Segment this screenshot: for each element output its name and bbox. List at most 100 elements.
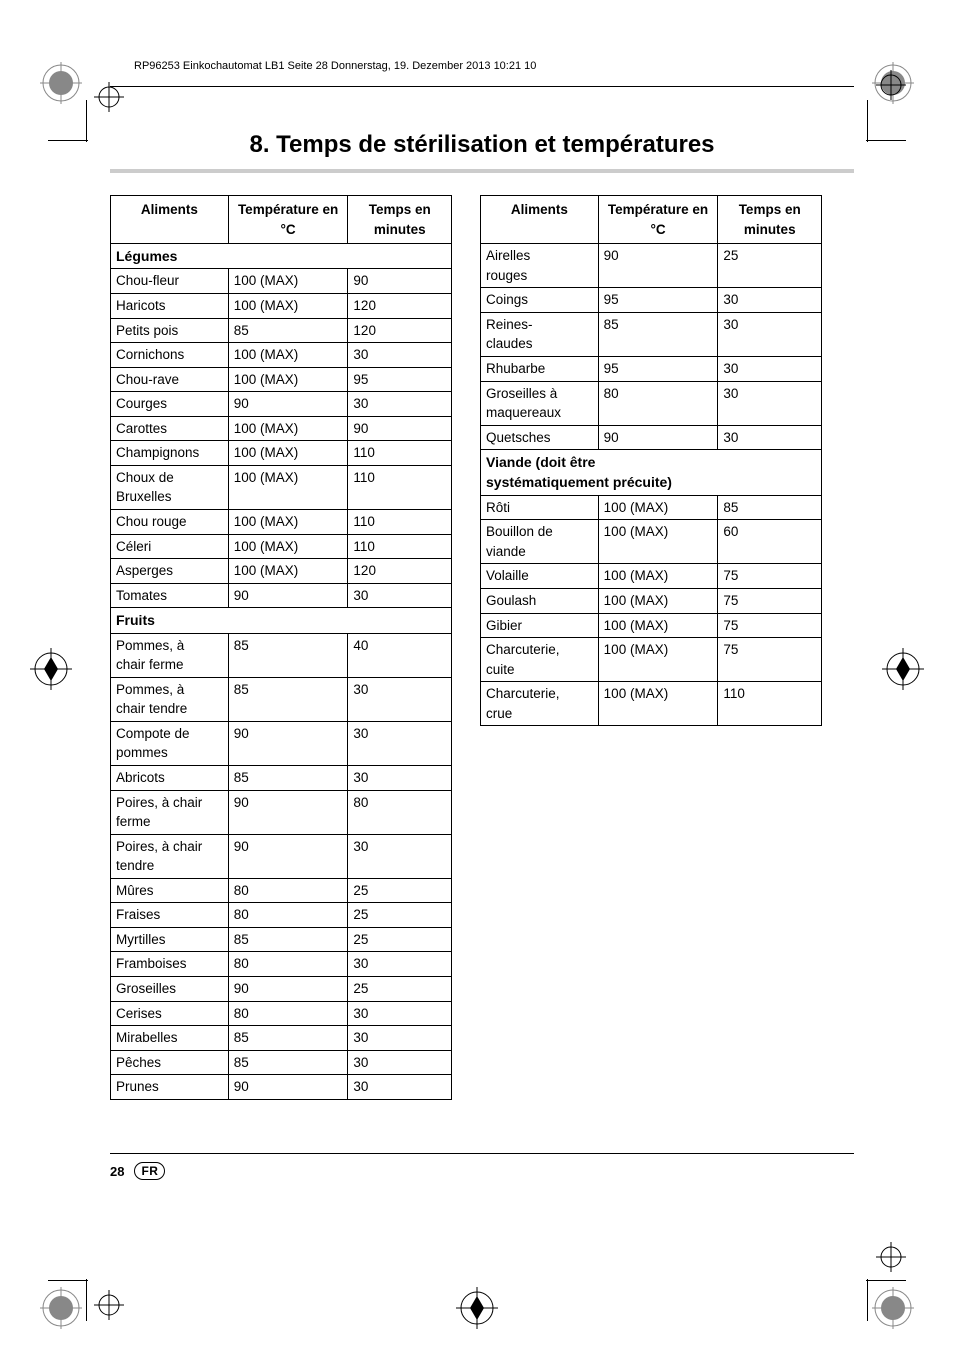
table-row: Courges9030 (111, 392, 452, 417)
table-row: Bouillon de viande100 (MAX)60 (481, 520, 822, 564)
cell-temperature: 80 (228, 903, 348, 928)
cell-aliment: Rhubarbe (481, 356, 599, 381)
reg-mark-bottom-left (40, 1287, 82, 1329)
cell-temperature: 85 (228, 765, 348, 790)
cell-aliment: Poires, à chair ferme (111, 790, 229, 834)
cell-temperature: 100 (MAX) (228, 441, 348, 466)
cell-temps: 25 (348, 878, 452, 903)
section-header: Viande (doit être systématiquement précu… (481, 450, 822, 496)
cell-temperature: 90 (228, 721, 348, 765)
table-row: Charcuterie, cuite100 (MAX)75 (481, 638, 822, 682)
cell-temperature: 80 (228, 1001, 348, 1026)
cell-temps: 120 (348, 559, 452, 584)
cell-temperature: 100 (MAX) (228, 269, 348, 294)
cell-temps: 25 (718, 244, 822, 288)
cell-temperature: 90 (228, 583, 348, 608)
cell-temperature: 85 (228, 318, 348, 343)
food-table-left: Aliments Température en °C Temps en minu… (110, 195, 452, 1100)
cell-temps: 30 (718, 288, 822, 313)
table-row: Mirabelles8530 (111, 1026, 452, 1051)
cell-temps: 30 (348, 952, 452, 977)
table-row: Pommes, à chair ferme8540 (111, 633, 452, 677)
cell-aliment: Bouillon de viande (481, 520, 599, 564)
cell-aliment: Mûres (111, 878, 229, 903)
section-header: Fruits (111, 608, 452, 633)
cell-temps: 30 (718, 381, 822, 425)
cell-aliment: Haricots (111, 293, 229, 318)
cell-temperature: 90 (228, 977, 348, 1002)
cell-temperature: 85 (598, 312, 718, 356)
table-row: Reines- claudes8530 (481, 312, 822, 356)
cell-aliment: Chou-rave (111, 367, 229, 392)
cell-temperature: 100 (MAX) (598, 495, 718, 520)
cell-temperature: 90 (228, 834, 348, 878)
cell-temperature: 100 (MAX) (228, 465, 348, 509)
crop-line-br-h (866, 1280, 906, 1281)
cell-temperature: 85 (228, 633, 348, 677)
cell-temps: 85 (718, 495, 822, 520)
cell-temperature: 85 (228, 927, 348, 952)
cell-aliment: Volaille (481, 564, 599, 589)
table-row: Cerises8030 (111, 1001, 452, 1026)
cell-temperature: 80 (598, 381, 718, 425)
cell-temps: 80 (348, 790, 452, 834)
cell-aliment: Chou-fleur (111, 269, 229, 294)
cell-temps: 25 (348, 903, 452, 928)
cell-temperature: 95 (598, 356, 718, 381)
table-row: Champignons100 (MAX)110 (111, 441, 452, 466)
cell-temperature: 100 (MAX) (228, 293, 348, 318)
cell-aliment: Groseilles (111, 977, 229, 1002)
table-row: Quetsches9030 (481, 425, 822, 450)
cell-temperature: 100 (MAX) (228, 343, 348, 368)
col-header-aliments: Aliments (481, 196, 599, 244)
cell-temps: 110 (348, 441, 452, 466)
reg-target-bl (94, 1290, 124, 1325)
cell-temperature: 90 (228, 392, 348, 417)
table-row: Poires, à chair tendre9030 (111, 834, 452, 878)
cell-aliment: Compote de pommes (111, 721, 229, 765)
table-row: Volaille100 (MAX)75 (481, 564, 822, 589)
table-row: Myrtilles8525 (111, 927, 452, 952)
table-row: Groseilles à maquereaux8030 (481, 381, 822, 425)
cell-temps: 60 (718, 520, 822, 564)
section-title: 8. Temps de stérilisation et température… (110, 131, 854, 159)
crop-line-bl-h (48, 1280, 88, 1281)
reg-mark-bottom-right (872, 1287, 914, 1329)
crop-line-tl-v (86, 100, 87, 142)
table-row: Mûres8025 (111, 878, 452, 903)
cell-temperature: 100 (MAX) (228, 510, 348, 535)
cell-temperature: 80 (228, 878, 348, 903)
crop-line-tr-h (866, 140, 906, 141)
cell-temps: 30 (348, 343, 452, 368)
table-row: Coings9530 (481, 288, 822, 313)
cell-temps: 30 (348, 1001, 452, 1026)
table-row: Framboises8030 (111, 952, 452, 977)
table-row: Céleri100 (MAX)110 (111, 534, 452, 559)
cell-temperature: 100 (MAX) (598, 520, 718, 564)
cell-aliment: Rôti (481, 495, 599, 520)
table-row: Tomates9030 (111, 583, 452, 608)
table-row: Chou rouge100 (MAX)110 (111, 510, 452, 535)
page-number: 28 (110, 1164, 124, 1179)
cell-temps: 110 (718, 682, 822, 726)
cell-aliment: Fraises (111, 903, 229, 928)
cell-temperature: 90 (598, 425, 718, 450)
cell-temps: 120 (348, 293, 452, 318)
food-table-right: Aliments Température en °C Temps en minu… (480, 195, 822, 726)
cell-aliment: Abricots (111, 765, 229, 790)
cell-temps: 30 (348, 583, 452, 608)
cell-temperature: 85 (228, 1026, 348, 1051)
col-header-temps: Temps en minutes (348, 196, 452, 244)
cell-temps: 30 (348, 1075, 452, 1100)
cell-aliment: Groseilles à maquereaux (481, 381, 599, 425)
cell-aliment: Champignons (111, 441, 229, 466)
cell-aliment: Courges (111, 392, 229, 417)
cell-aliment: Framboises (111, 952, 229, 977)
cell-temps: 95 (348, 367, 452, 392)
cell-temps: 30 (348, 392, 452, 417)
table-row: Fraises8025 (111, 903, 452, 928)
title-underline (110, 169, 854, 173)
cell-aliment: Reines- claudes (481, 312, 599, 356)
cell-temperature: 85 (228, 1050, 348, 1075)
crop-line-tr-v (867, 100, 868, 142)
